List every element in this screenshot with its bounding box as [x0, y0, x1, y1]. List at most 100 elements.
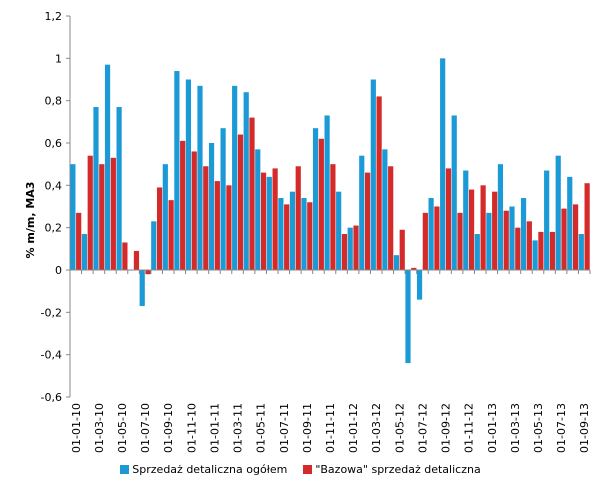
- bar-core-01-07-12: [422, 212, 428, 270]
- bar-total-01-04-11: [243, 92, 249, 270]
- bar-total-01-01-10: [70, 164, 76, 270]
- bar-core-01-04-11: [249, 117, 255, 270]
- x-tick-label: 01-09-10: [162, 403, 175, 453]
- bar-total-01-01-13: [486, 212, 492, 270]
- bar-core-01-06-12: [411, 267, 417, 270]
- x-tick-label: 01-05-12: [393, 403, 406, 453]
- bar-total-01-09-10: [162, 164, 168, 270]
- bar-total-01-09-12: [440, 58, 446, 270]
- bar-core-01-07-10: [145, 270, 151, 275]
- bar-total-01-02-10: [81, 234, 88, 270]
- bar-core-01-08-13: [572, 204, 579, 270]
- bar-total-01-03-12: [370, 79, 376, 270]
- bar-total-01-08-13: [567, 176, 573, 270]
- bar-total-01-12-11: [336, 191, 342, 270]
- bar-core-01-01-10: [76, 212, 82, 270]
- bar-core-01-06-11: [272, 168, 278, 270]
- x-tick-label: 01-01-11: [208, 403, 221, 453]
- bar-core-01-08-10: [156, 187, 163, 270]
- y-axis-label: % m/m, MA3: [24, 182, 37, 259]
- bar-core-01-08-11: [295, 166, 301, 270]
- legend-swatch-total: [120, 465, 130, 474]
- bar-core-01-03-12: [376, 96, 382, 271]
- bar-core-01-12-10: [203, 166, 209, 270]
- x-tick-label: 01-03-13: [509, 403, 522, 453]
- bar-total-01-07-10: [139, 270, 145, 306]
- bar-total-01-02-11: [220, 128, 226, 270]
- bar-core-01-03-13: [515, 227, 521, 270]
- bar-core-01-10-11: [318, 138, 324, 270]
- bar-core-01-05-12: [399, 229, 405, 270]
- y-tick-label: 0: [55, 264, 62, 277]
- legend-swatch-core: [303, 465, 313, 474]
- x-tick-label: 01-11-11: [324, 403, 337, 453]
- x-tick-label: 01-03-12: [370, 403, 383, 453]
- legend-item-total: Sprzedaż detaliczna ogółem: [120, 463, 287, 476]
- bar-total-01-01-11: [208, 143, 215, 270]
- bar-total-01-01-12: [347, 227, 353, 270]
- x-tick-label: 01-07-13: [555, 403, 568, 453]
- bar-total-01-03-10: [93, 107, 99, 271]
- bar-total-01-07-11: [278, 198, 284, 270]
- bars: [70, 58, 590, 364]
- x-tick-label: 01-05-11: [255, 403, 268, 453]
- bar-total-01-09-13: [578, 234, 584, 270]
- bar-core-01-11-10: [191, 151, 197, 270]
- bar-total-01-06-12: [405, 270, 411, 364]
- bar-total-01-10-11: [312, 128, 319, 270]
- bar-core-01-03-10: [99, 164, 105, 270]
- bar-core-01-05-13: [538, 231, 544, 270]
- bar-core-01-07-11: [284, 204, 290, 270]
- bar-total-01-04-13: [520, 198, 527, 270]
- bar-core-01-05-10: [122, 242, 128, 270]
- x-tick-label: 01-07-10: [139, 403, 152, 453]
- bar-total-01-12-12: [474, 234, 480, 270]
- bar-core-01-12-11: [341, 234, 348, 270]
- bar-core-01-06-13: [549, 231, 556, 270]
- x-tick-label: 01-01-12: [347, 403, 360, 453]
- bar-core-01-07-13: [561, 208, 567, 270]
- bar-total-01-03-11: [232, 85, 238, 270]
- bar-core-01-11-11: [330, 164, 336, 270]
- bar-total-01-06-13: [544, 170, 550, 270]
- legend-label-total: Sprzedaż detaliczna ogółem: [132, 463, 288, 476]
- bar-core-01-02-11: [226, 185, 232, 270]
- bar-core-01-11-12: [468, 189, 475, 270]
- bar-core-01-04-10: [110, 157, 116, 270]
- bar-total-01-05-10: [116, 107, 122, 271]
- x-tick-label: 01-11-10: [185, 403, 198, 453]
- bar-core-01-02-10: [87, 155, 93, 270]
- bar-core-01-06-10: [133, 250, 140, 270]
- bar-core-01-10-12: [457, 212, 463, 270]
- bar-core-01-04-12: [388, 166, 394, 270]
- bar-total-01-11-12: [463, 170, 469, 270]
- x-tick-label: 01-03-11: [232, 403, 245, 453]
- x-tick-label: 01-01-10: [70, 403, 83, 453]
- bar-total-01-12-10: [197, 85, 203, 270]
- y-tick-label: 1: [55, 52, 62, 65]
- x-tick-label: 01-03-10: [93, 403, 106, 453]
- y-tick-label: 1,2: [45, 10, 63, 23]
- x-tick-label: 01-09-13: [578, 403, 591, 453]
- x-tick-label: 01-11-12: [463, 403, 476, 453]
- bar-total-01-07-12: [416, 270, 423, 300]
- bar-core-01-09-10: [168, 200, 174, 270]
- bar-total-01-08-12: [428, 198, 434, 270]
- bar-total-01-11-11: [324, 115, 330, 270]
- x-tick-label: 01-01-13: [486, 403, 499, 453]
- y-tick-label: -0,2: [41, 306, 62, 319]
- bar-total-01-05-12: [393, 255, 400, 270]
- bar-core-01-02-13: [503, 210, 509, 270]
- legend-item-core: "Bazowa" sprzedaż detaliczna: [303, 463, 481, 476]
- bar-total-01-09-11: [301, 198, 307, 270]
- y-axis: -0,6 -0,4 -0,2 0 0,2 0,4 0,6 0,8 1 1,2: [41, 10, 71, 404]
- y-tick-label: -0,4: [41, 349, 62, 362]
- x-tick-label: 01-09-12: [440, 403, 453, 453]
- bar-core-01-01-11: [214, 181, 220, 270]
- retail-sales-chart: -0,6-0,4-0,200,20,40,60,811,2 01-01-10 01…: [24, 10, 591, 453]
- bar-total-01-06-11: [266, 176, 272, 270]
- bar-core-01-05-11: [260, 172, 267, 270]
- y-tick-label: 0,8: [45, 95, 63, 108]
- bar-total-01-07-13: [555, 155, 561, 270]
- bar-core-01-12-12: [480, 185, 486, 270]
